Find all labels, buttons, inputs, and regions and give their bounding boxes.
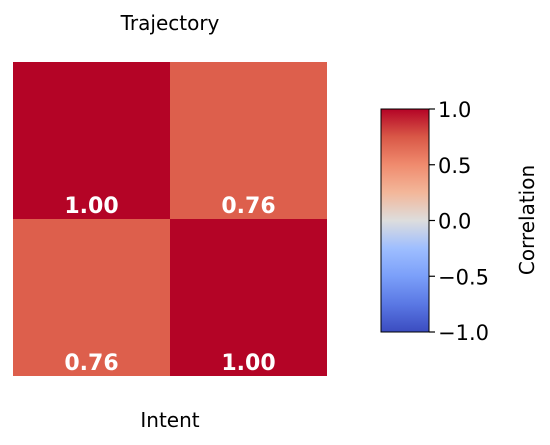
heatmap-cell-r1-c0 xyxy=(13,219,170,376)
heatmap-cells xyxy=(13,62,327,376)
bottom-axis-label: Intent xyxy=(140,408,199,432)
heatmap-cell-r1-c1 xyxy=(170,219,327,376)
colorbar-label: Correlation xyxy=(515,165,539,275)
colorbar-tick-label: 0.5 xyxy=(438,154,471,178)
colorbar xyxy=(380,108,430,333)
colorbar-tick-label: −1.0 xyxy=(438,321,489,345)
colorbar-tick-label: 1.0 xyxy=(438,98,471,122)
heatmap-cell-labels: 1.00 0.76 0.76 1.00 xyxy=(64,194,275,376)
top-axis-label: Trajectory xyxy=(120,11,220,35)
heatmap-cell-r0-c1 xyxy=(170,62,327,219)
cell-value-label-r0-c1: 0.76 xyxy=(221,194,275,219)
heatmap-cell-r0-c0 xyxy=(13,62,170,219)
cell-value-label-r1-c1: 1.00 xyxy=(221,351,275,376)
colorbar-tick-label: −0.5 xyxy=(438,265,489,289)
colorbar-tick-label: 0.0 xyxy=(438,210,471,234)
colorbar-ticks: 1.0 0.5 0.0 −0.5 −1.0 xyxy=(429,98,489,345)
cell-value-label-r1-c0: 0.76 xyxy=(64,351,118,376)
cell-value-label-r0-c0: 1.00 xyxy=(64,194,118,219)
